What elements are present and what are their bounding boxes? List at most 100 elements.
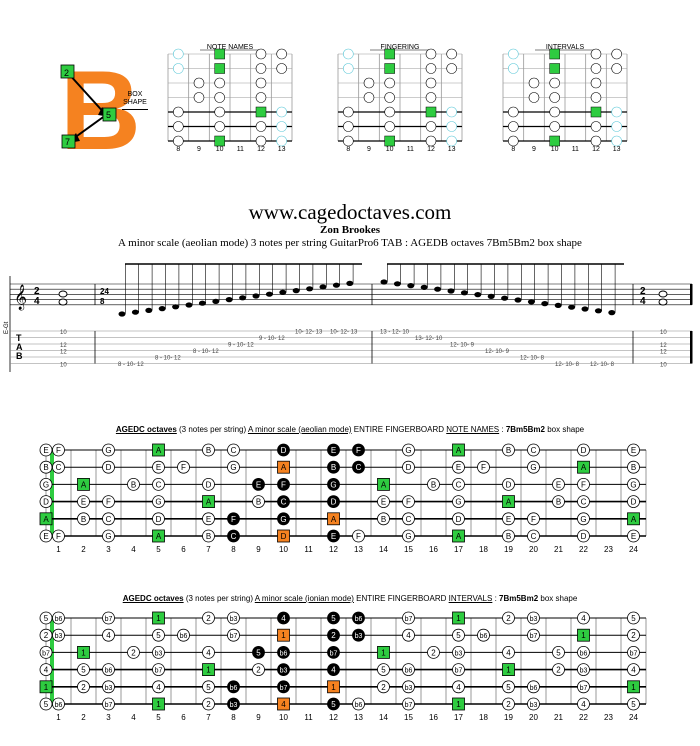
note-label: E [43,532,48,541]
mini-fret-number: 8 [346,146,350,153]
mini-fret-number: 10 [386,146,394,153]
nut-bar [50,448,54,538]
note-marker [577,460,590,474]
mini-title: NOTE NAMES [207,44,254,51]
note-marker [452,478,465,491]
note-label: 1 [581,631,586,640]
note-marker [477,628,490,642]
note-marker [277,529,290,543]
fb2-title-end: box shape [538,594,578,603]
note-label: b6 [405,668,413,675]
nut-bar [50,616,54,706]
note-label: B [381,515,386,524]
fingerboard-intervals: 5 b6 b7 1 2 b3 4 5 b6 b7 1 2 b3 4 52 b3 4 5 b6 b7 1 2 b3 4 5 b6 b7… [39,611,647,722]
mini-fret-number: 13 [278,146,286,153]
note-label: 1 [506,666,511,675]
site-title[interactable]: www.cagedoctaves.com [248,200,452,224]
tab-run: 8 - 10- 12 [155,356,181,362]
note-marker [527,697,540,711]
note-label: 1 [631,683,636,692]
note-marker [152,663,165,676]
mini-note-marker [590,48,602,60]
mini-note-marker [214,121,225,132]
note-label: A [156,446,162,455]
note-marker [277,512,290,526]
note-marker [102,512,115,526]
note-label: E [331,532,336,541]
fb1-title-shape: 7Bm5Bm2 [505,425,545,434]
note-marker [77,646,90,659]
note-marker [452,495,465,508]
note-label: E [43,446,48,455]
note-label: B [43,463,48,472]
mini-note-marker [214,77,225,89]
scale-note [460,290,468,296]
note-marker [502,611,515,625]
scale-note [239,295,247,301]
note-label: E [331,446,336,455]
mini-note-marker [255,92,267,103]
note-marker [252,478,265,491]
mini-note-marker [363,92,375,103]
note-label: b7 [455,668,463,675]
note-marker [577,680,590,694]
note-marker [577,611,590,625]
mini-note-marker [425,77,437,89]
mini-note-marker [363,77,375,89]
chord-fret: 12 [60,343,67,349]
fingerboard-note-names: E F G A B C D E F G A B C D EB C D E F G A B C D E F G A BG A B C D E F G A B… [39,443,647,554]
fret-number: 2 [81,545,86,554]
note-label: A [456,532,462,541]
note-marker [327,529,340,543]
mini-root-marker [214,48,225,60]
mini-fret-number: 12 [257,146,265,153]
note-label: F [356,532,361,541]
tab-a: A [16,342,23,352]
mini-note-marker [425,92,437,103]
fb2-title-mid: ENTIRE FINGERBOARD [353,594,449,603]
note-label: 1 [44,683,49,692]
note-label: 4 [506,648,511,657]
fret-number: 2 [81,713,86,722]
note-label: 2 [631,631,636,640]
note-marker [227,529,240,543]
note-marker [627,495,640,508]
note-marker [277,680,290,694]
note-marker [377,680,390,694]
scale-note [447,288,455,294]
note-label: C [56,463,62,472]
note-label: b7 [405,616,413,623]
note-marker [377,478,390,491]
fb1-title-type: NOTE NAMES [446,425,500,434]
note-label: G [330,480,336,489]
note-marker [52,460,65,474]
note-marker [77,495,90,508]
note-label: b3 [530,702,538,709]
note-marker [427,646,440,659]
note-marker [402,680,415,694]
mini-note-marker [590,121,602,132]
note-label: F [281,480,286,489]
note-label: B [331,463,336,472]
scale-note [514,297,522,303]
scale-note [158,306,166,312]
note-marker [102,680,115,694]
note-marker [127,646,140,659]
logo-degree-mid: 5 [106,110,111,120]
chord-note [658,290,668,298]
fret-number: 9 [256,713,261,722]
scale-note [306,286,314,292]
note-marker [39,680,53,694]
time-sig-top: 2 [34,286,40,297]
note-label: B [431,480,436,489]
fret-number: 20 [529,545,538,554]
note-label: B [506,446,511,455]
tab-run: 12- 10- 9 [485,349,510,355]
note-label: b6 [480,633,488,640]
note-marker [552,478,565,491]
note-label: b3 [530,616,538,623]
scale-note [527,299,535,305]
note-label: G [630,480,636,489]
fb2-title-shape: 7Bm5Bm2 [499,594,539,603]
note-label: E [631,446,636,455]
